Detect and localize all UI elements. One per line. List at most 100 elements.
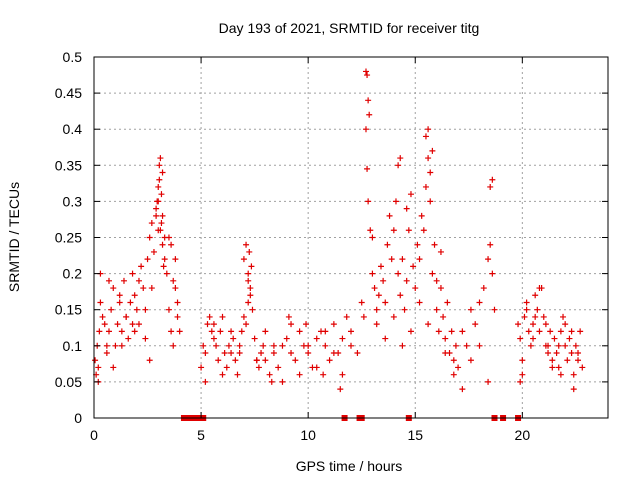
data-point: [206, 313, 213, 320]
data-point: [260, 342, 267, 349]
data-point: [253, 357, 260, 364]
data-point: [129, 270, 136, 277]
data-point: [165, 234, 172, 241]
data-point: [545, 350, 552, 357]
data-point: [275, 364, 282, 371]
data-point: [240, 256, 247, 263]
data-point: [575, 357, 582, 364]
data-point: [245, 277, 252, 284]
data-point: [165, 306, 172, 313]
data-point: [358, 299, 365, 306]
data-point: [238, 328, 245, 335]
data-point: [566, 335, 573, 342]
data-point: [463, 342, 470, 349]
data-point: [348, 328, 354, 335]
data-point: [161, 256, 168, 263]
data-point: [399, 342, 406, 349]
y-tick-label: 0.25: [55, 230, 82, 246]
data-point: [422, 133, 429, 140]
data-point: [240, 313, 247, 320]
data-point: [339, 335, 346, 342]
data-point: [142, 335, 149, 342]
data-point: [519, 357, 526, 364]
data-point: [283, 335, 290, 342]
data-point: [437, 248, 444, 255]
data-point: [452, 342, 459, 349]
data-point: [568, 328, 575, 335]
data-point: [303, 321, 310, 328]
data-point: [412, 285, 419, 292]
data-point: [403, 205, 410, 212]
y-tick-label: 0.15: [55, 302, 82, 318]
data-point: [354, 350, 361, 357]
data-point: [369, 234, 376, 241]
data-point: [210, 321, 217, 328]
data-point: [135, 321, 142, 328]
data-point: [95, 364, 102, 371]
data-point: [568, 350, 575, 357]
data-point: [232, 357, 239, 364]
data-point: [422, 183, 429, 190]
data-point: [322, 342, 329, 349]
data-point: [99, 313, 106, 320]
data-point: [384, 241, 391, 248]
data-point: [442, 350, 449, 357]
y-tick-label: 0.35: [55, 157, 82, 173]
data-point: [366, 111, 373, 118]
data-point: [425, 321, 432, 328]
data-points: [92, 68, 586, 421]
data-point: [560, 313, 567, 320]
data-point: [270, 342, 277, 349]
data-point: [555, 364, 562, 371]
data-point: [395, 162, 402, 169]
data-point: [159, 212, 166, 219]
data-point: [322, 328, 329, 335]
y-axis-label: SRMTID / TECUs: [6, 182, 22, 292]
y-tick-label: 0.2: [63, 266, 83, 282]
data-point: [540, 313, 547, 320]
x-tick-label: 15: [407, 427, 423, 443]
data-point: [215, 357, 222, 364]
data-point: [433, 277, 440, 284]
data-point: [570, 371, 577, 378]
data-point: [330, 321, 337, 328]
data-point: [339, 371, 346, 378]
data-point: [108, 306, 115, 313]
data-point: [390, 227, 397, 234]
data-point: [176, 328, 183, 335]
data-point: [420, 227, 427, 234]
data-point: [476, 342, 483, 349]
data-point: [118, 342, 125, 349]
data-point: [448, 328, 455, 335]
data-point: [382, 299, 389, 306]
data-point: [120, 277, 127, 284]
data-point: [362, 68, 369, 75]
data-point: [292, 357, 299, 364]
data-point: [467, 357, 474, 364]
x-tick-label: 10: [300, 427, 316, 443]
data-point: [170, 277, 177, 284]
data-point: [296, 328, 303, 335]
data-point: [156, 176, 163, 183]
data-point: [168, 241, 175, 248]
data-point: [485, 256, 492, 263]
data-point: [557, 371, 564, 378]
data-point: [210, 335, 217, 342]
data-point: [395, 270, 402, 277]
data-point: [142, 306, 149, 313]
data-point: [517, 335, 524, 342]
y-tick-label: 0.5: [63, 49, 83, 65]
data-point: [247, 285, 254, 292]
data-point: [112, 342, 119, 349]
data-point: [204, 321, 211, 328]
data-point: [450, 371, 457, 378]
data-point: [159, 241, 166, 248]
y-tick-label: 0.45: [55, 85, 82, 101]
data-point: [221, 350, 228, 357]
data-point: [127, 299, 134, 306]
data-point: [369, 270, 376, 277]
data-point: [97, 299, 104, 306]
data-point: [427, 198, 434, 205]
data-point: [364, 72, 371, 79]
data-point: [228, 350, 235, 357]
